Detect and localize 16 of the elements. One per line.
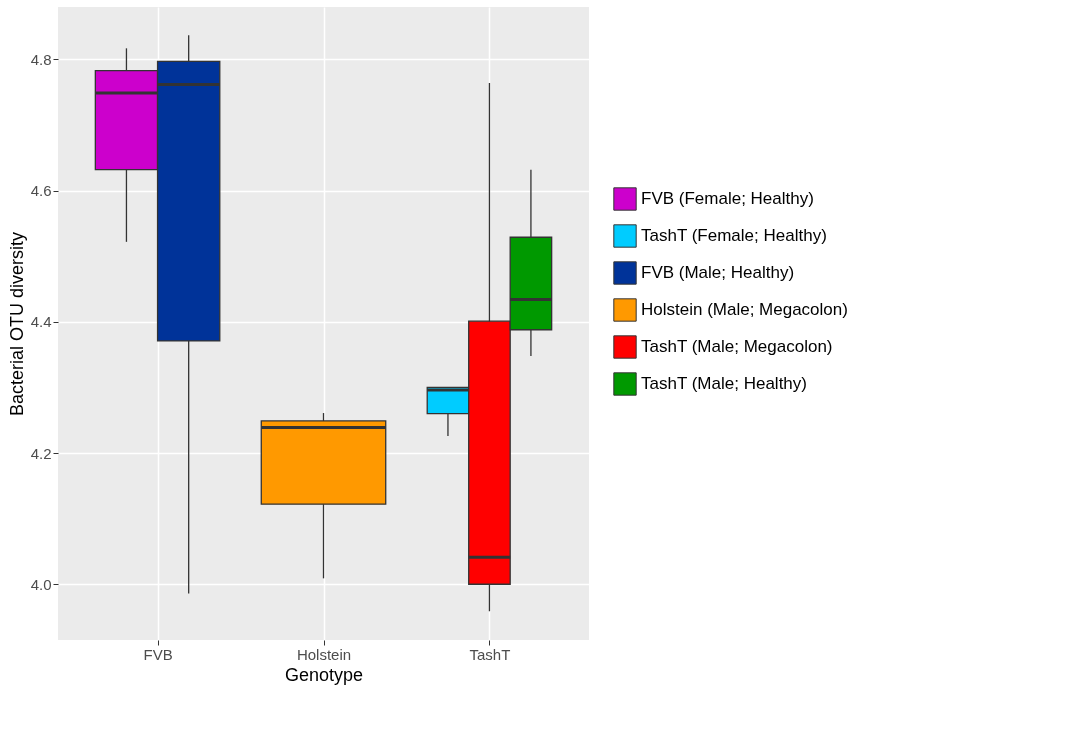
y-tick-label: 4.0: [30, 575, 52, 593]
legend-label: TashT (Male; Healthy): [641, 374, 807, 393]
y-tick-label: 4.6: [30, 182, 52, 200]
legend-label: Holstein (Male; Megacolon): [641, 300, 848, 319]
legend-label: FVB (Female; Healthy): [641, 189, 814, 208]
legend-label: TashT (Female; Healthy): [641, 226, 827, 245]
x-tick-label: Holstein: [296, 645, 352, 663]
y-axis-title: Bacterial OTU diversity: [6, 231, 27, 417]
y-tick-label: 4.2: [30, 444, 52, 462]
x-axis-title: Genotype: [284, 664, 364, 685]
x-tick-label: FVB: [143, 645, 173, 663]
legend-label: TashT (Male; Megacolon): [641, 337, 833, 356]
y-tick-label: 4.8: [30, 50, 52, 68]
legend-label: FVB (Male; Healthy): [641, 263, 795, 282]
x-tick-label: TashT: [469, 645, 511, 663]
y-tick-label: 4.4: [30, 313, 52, 331]
